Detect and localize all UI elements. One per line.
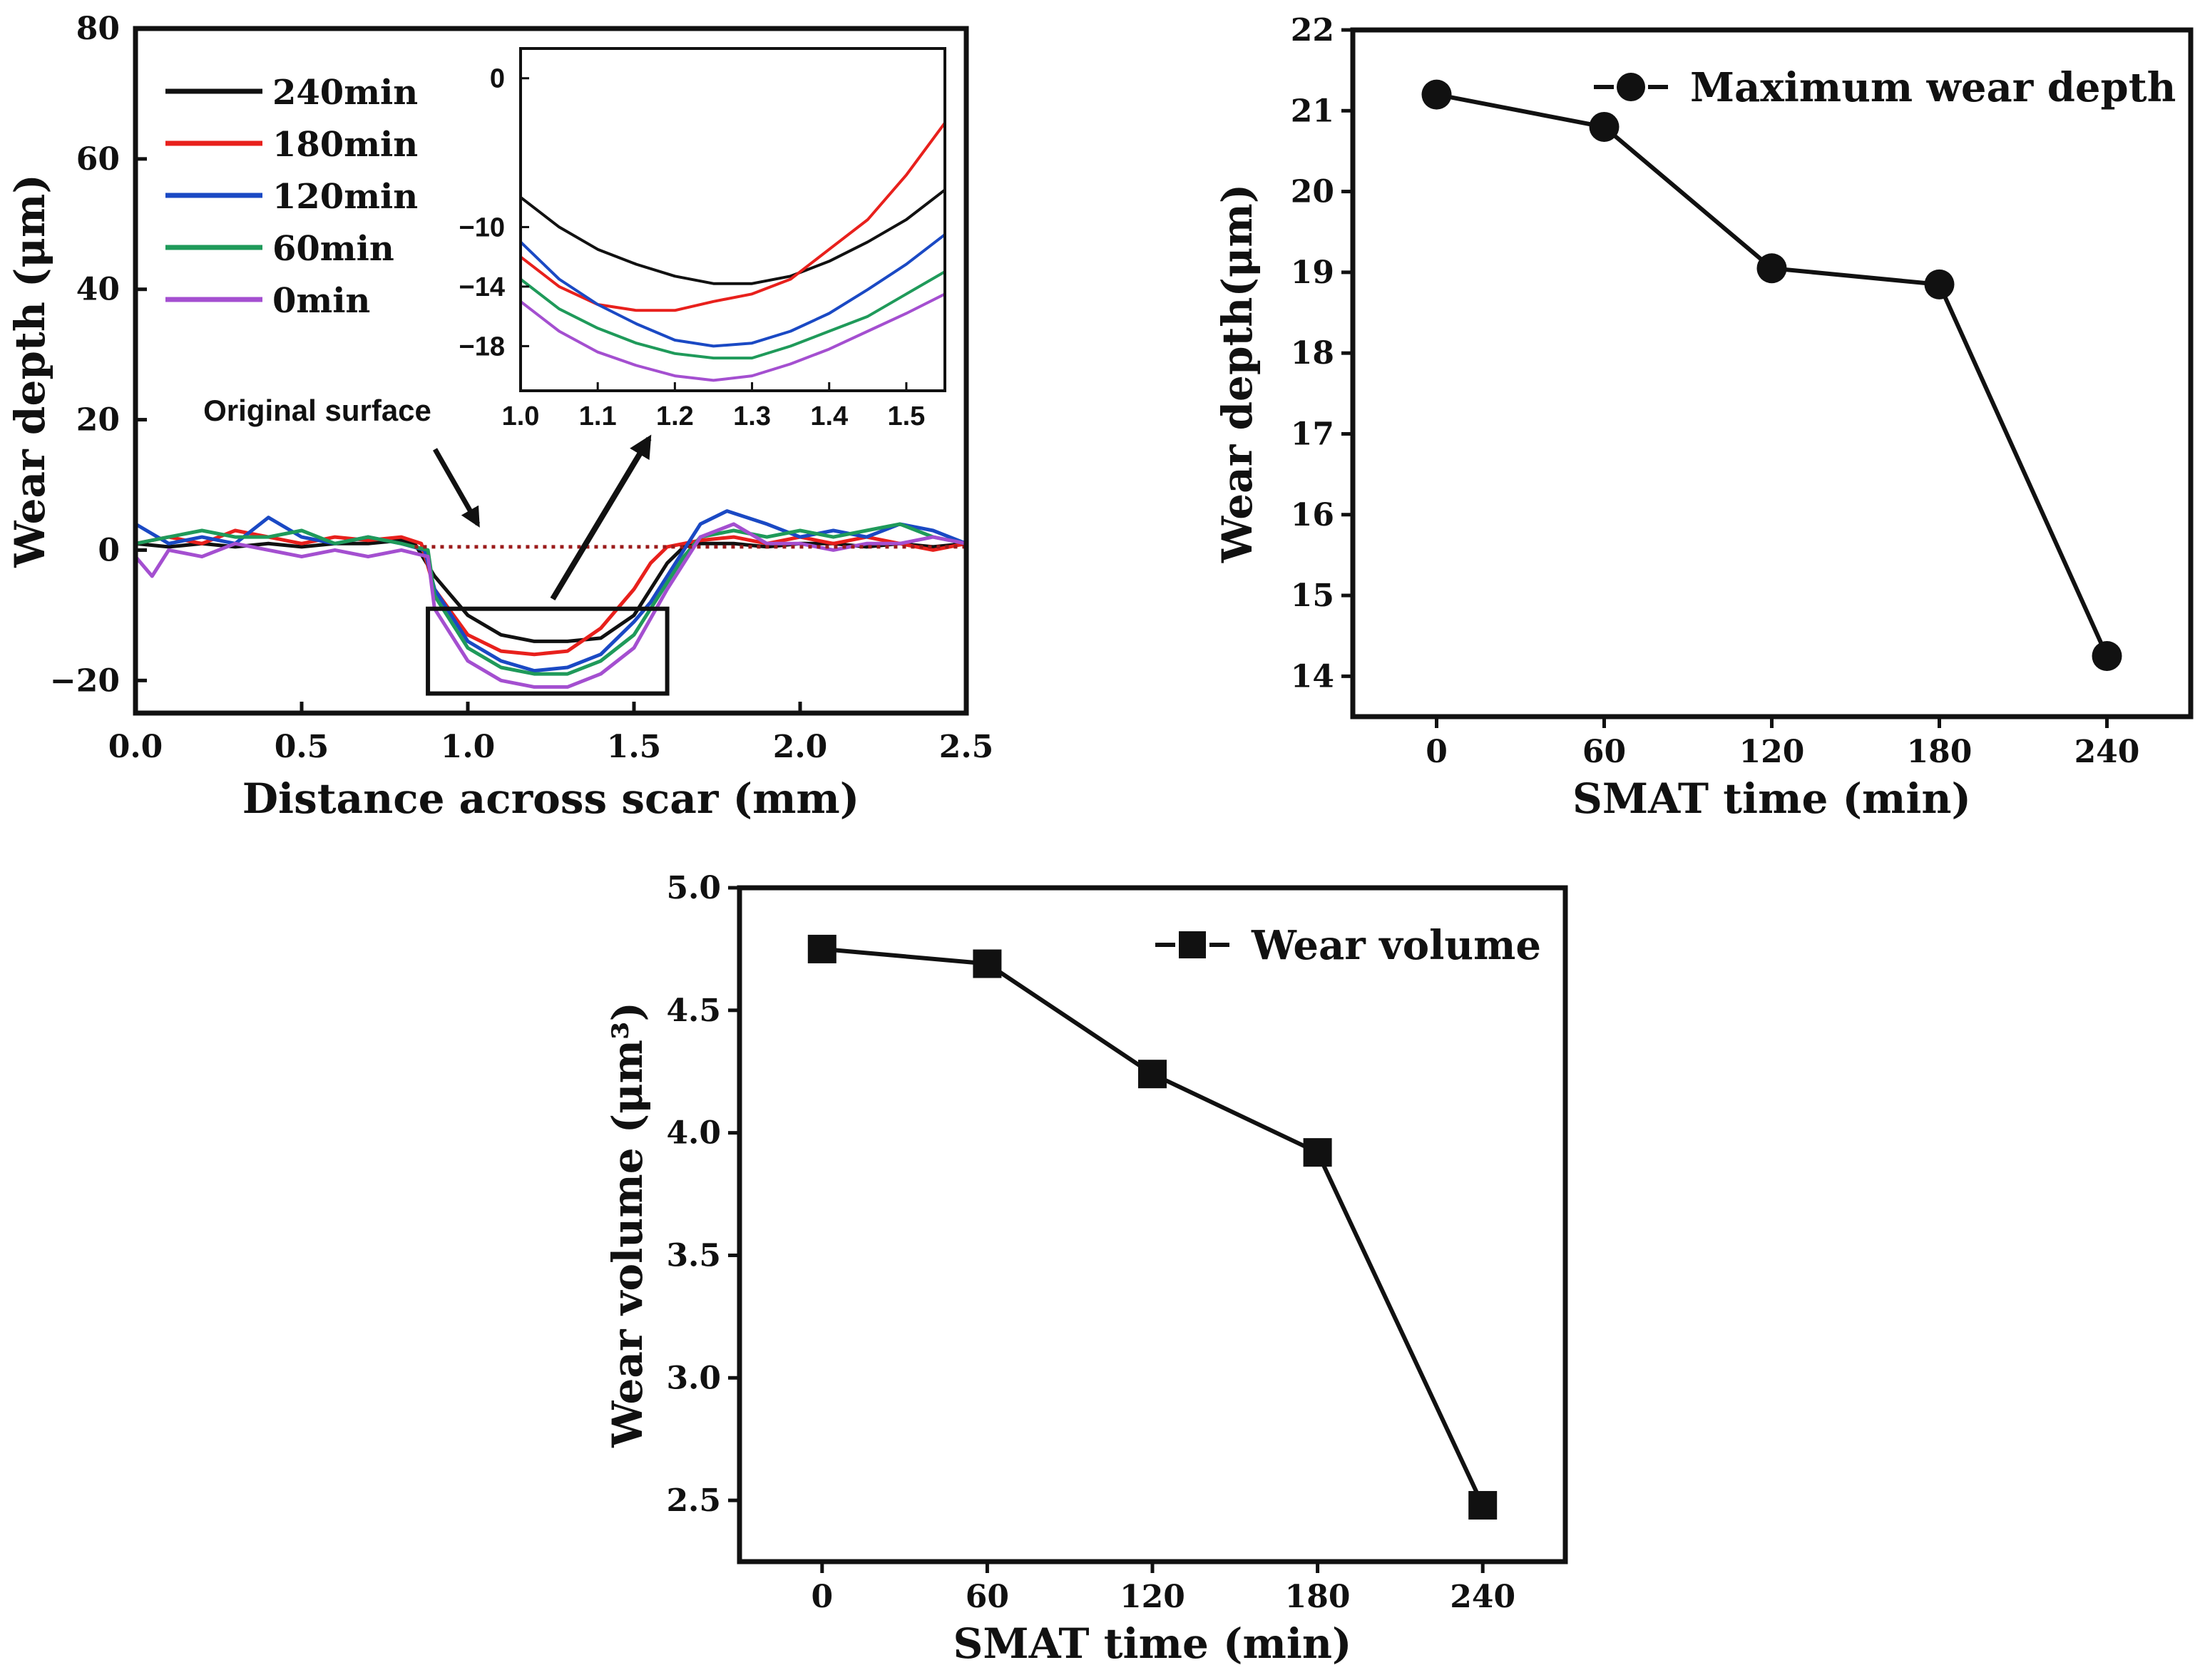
- max-depth-x-tick-label: 240: [2074, 734, 2140, 770]
- inset-chart: 1.0 1.1 1.2 1.3 1.4 1.5 0 −10 −14 −18: [459, 47, 946, 431]
- max-depth-legend-label: Maximum wear depth: [1690, 64, 2176, 111]
- inset-series-line-240min: [519, 188, 946, 285]
- max-depth-y-tick-label: 14: [1291, 658, 1334, 695]
- wear-volume-chart: 0 60 120 180 240 2.5 3.0 3.5 4.0 4.5 5.0 SMAT time …: [603, 870, 1568, 1668]
- inset-y-tick-label: 0: [490, 64, 505, 94]
- max-depth-x-tick-label: 120: [1739, 734, 1805, 770]
- max-depth-point: [1924, 269, 1955, 299]
- x-tick-label: 0.0: [108, 729, 163, 765]
- zoom-box: [426, 606, 670, 696]
- wear-volume-point: [1138, 1060, 1167, 1089]
- series-line-60min: [135, 522, 967, 676]
- inset-x-tick-label: 1.1: [579, 401, 617, 431]
- series-line-0min: [134, 522, 967, 689]
- series-line-120min: [134, 509, 967, 673]
- plot-frame: [133, 26, 969, 716]
- max-depth-point: [1589, 111, 1620, 142]
- wear-volume-y-tick-label: 5.0: [666, 870, 721, 906]
- max-depth-point: [2092, 641, 2122, 672]
- wear-volume-x-axis-title: SMAT time (min): [953, 1619, 1351, 1668]
- max-depth-y-tick-label: 16: [1291, 497, 1334, 533]
- wear-volume-point: [973, 949, 1002, 978]
- wear-volume-y-axis-title: Wear volume (μm³): [603, 1002, 652, 1448]
- zoom-arrow: [550, 434, 652, 601]
- max-depth-frame: [1350, 27, 2194, 719]
- y-axis-title: Wear depth (μm): [6, 174, 54, 568]
- inset-y-tick-label: −10: [459, 212, 505, 242]
- wear-volume-point: [1303, 1138, 1332, 1167]
- max-depth-y-axis-title: Wear depth(μm): [1213, 184, 1262, 563]
- x-tick-label: 0.5: [275, 729, 329, 765]
- legend-label: 60min: [272, 229, 394, 269]
- max-depth-x-axis-title: SMAT time (min): [1572, 774, 1971, 823]
- wear-volume-series-line: [822, 946, 1485, 1507]
- wear-volume-legend-label: Wear volume: [1251, 922, 1541, 969]
- inset-x-tick-label: 1.0: [502, 401, 540, 431]
- max-depth-chart: 0 60 120 180 240 14 15 16 17 18 19 20 21 22 SMAT time …: [1213, 12, 2194, 823]
- y-tick-label: 80: [76, 11, 120, 47]
- inset-frame: [519, 47, 946, 392]
- inset-series-line-120min: [519, 233, 946, 348]
- wear-volume-legend-marker: [1179, 931, 1206, 958]
- wear-volume-point: [1468, 1490, 1498, 1520]
- annotation-original-surface: Original surface: [203, 394, 431, 427]
- max-depth-legend-marker: [1617, 73, 1645, 101]
- wear-volume-x-tick-label: 120: [1120, 1579, 1185, 1615]
- x-tick-label: 2.0: [773, 729, 828, 765]
- x-tick-label: 1.0: [441, 729, 496, 765]
- inset-x-tick-label: 1.5: [887, 401, 925, 431]
- wear-volume-y-tick-label: 4.0: [666, 1115, 721, 1152]
- legend-label: 180min: [272, 125, 418, 165]
- max-depth-y-tick-label: 18: [1291, 335, 1334, 372]
- inset-x-tick-label: 1.3: [733, 401, 771, 431]
- profile-chart: 0.0 0.5 1.0 1.5 2.0 2.5 −20 0 20 40 60 80 Distance a…: [6, 11, 993, 823]
- y-tick-label: 20: [76, 402, 120, 439]
- wear-volume-point: [807, 934, 836, 963]
- y-tick-label: −20: [50, 662, 120, 699]
- legend-label: 120min: [272, 177, 418, 217]
- wear-volume-x-tick-label: 240: [1450, 1579, 1515, 1615]
- wear-volume-y-tick-label: 2.5: [666, 1482, 721, 1519]
- y-tick-label: 40: [76, 272, 120, 308]
- wear-volume-x-tick-label: 180: [1285, 1579, 1351, 1615]
- max-depth-x-tick-label: 0: [1426, 734, 1448, 770]
- inset-y-tick-label: −18: [459, 332, 505, 362]
- annotation-arrow: [432, 448, 481, 528]
- legend-label: 240min: [272, 73, 418, 113]
- y-tick-label: 0: [98, 532, 120, 568]
- wear-volume-frame: [737, 885, 1568, 1564]
- max-depth-y-tick-label: 21: [1291, 93, 1334, 129]
- x-tick-label: 1.5: [607, 729, 662, 765]
- wear-volume-x-tick-label: 0: [811, 1579, 833, 1615]
- wear-volume-y-tick-label: 4.5: [666, 993, 721, 1029]
- x-tick-label: 2.5: [939, 729, 994, 765]
- wear-volume-y-tick-label: 3.5: [666, 1237, 721, 1274]
- wear-volume-y-tick-label: 3.0: [666, 1360, 721, 1396]
- inset-x-tick-label: 1.2: [656, 401, 694, 431]
- x-axis-title: Distance across scar (mm): [242, 774, 860, 823]
- inset-series-line-60min: [519, 270, 946, 360]
- legend-label: 0min: [272, 281, 370, 321]
- max-depth-x-tick-label: 180: [1907, 734, 1973, 770]
- max-depth-y-tick-label: 20: [1291, 174, 1334, 210]
- inset-series-line-0min: [519, 292, 946, 382]
- inset-background: [521, 48, 945, 391]
- max-depth-x-tick-label: 60: [1582, 734, 1626, 770]
- max-depth-series-line: [1436, 92, 2109, 657]
- series-line-180min: [135, 528, 967, 657]
- y-tick-label: 60: [76, 141, 120, 178]
- inset-y-tick-label: −14: [459, 272, 505, 302]
- wear-volume-x-tick-label: 60: [966, 1579, 1009, 1615]
- max-depth-y-tick-label: 22: [1291, 12, 1334, 48]
- inset-x-tick-label: 1.4: [810, 401, 848, 431]
- max-depth-y-tick-label: 15: [1291, 578, 1334, 614]
- max-depth-point: [1756, 253, 1787, 284]
- series-line-240min: [135, 538, 967, 643]
- max-depth-point: [1421, 79, 1452, 110]
- max-depth-y-tick-label: 17: [1291, 416, 1334, 452]
- max-depth-y-tick-label: 19: [1291, 255, 1334, 291]
